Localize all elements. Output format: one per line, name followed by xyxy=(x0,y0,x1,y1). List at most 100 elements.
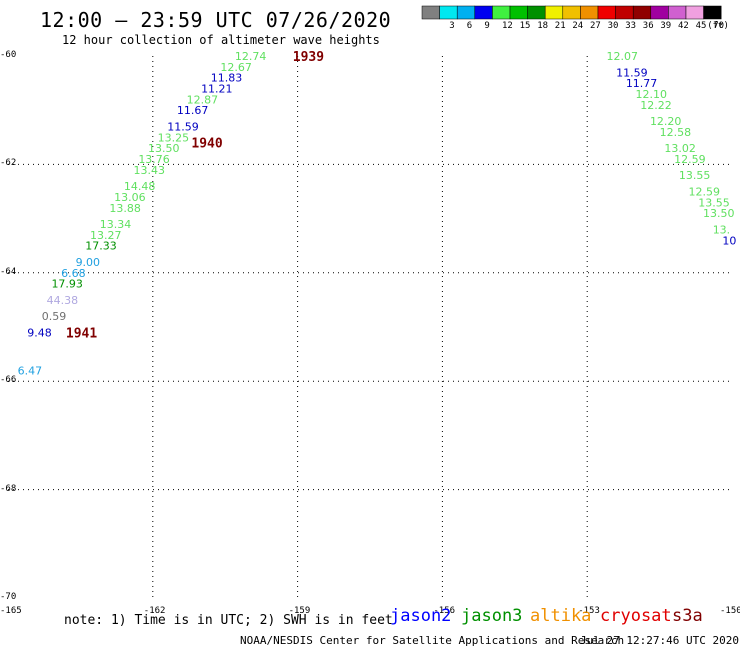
wave-height-label: 12.20 xyxy=(650,115,682,128)
color-scale-label: 21 xyxy=(554,21,566,31)
color-scale-swatch xyxy=(650,5,669,20)
satellite-legend-altika: altika xyxy=(530,606,592,626)
time-label: 1940 xyxy=(191,137,222,152)
color-scale-swatch xyxy=(492,5,511,20)
wave-height-label: 12.59 xyxy=(689,186,721,199)
color-scale-label: 6 xyxy=(466,21,473,31)
color-scale-swatch xyxy=(439,5,458,20)
color-scale-label: 36 xyxy=(642,21,654,31)
longitude-label: -165 xyxy=(0,606,22,616)
latitude-label: -60 xyxy=(0,50,17,60)
wave-height-label: 17.33 xyxy=(85,240,117,253)
color-scale-swatch xyxy=(456,5,476,20)
wave-height-label: 13.02 xyxy=(664,142,696,155)
wave-height-label: 9.00 xyxy=(76,256,101,269)
wave-height-label: 12.87 xyxy=(187,93,219,106)
color-scale-swatch xyxy=(562,5,581,20)
wave-height-label: 11.59 xyxy=(167,120,199,133)
wave-height-label: 13.50 xyxy=(148,142,180,155)
time-label: 1941 xyxy=(66,326,97,341)
wave-height-label: 11.21 xyxy=(201,83,233,96)
wave-height-label: 13.06 xyxy=(114,191,146,204)
wave-height-label: 13.50 xyxy=(703,207,735,220)
latitude-label: -70 xyxy=(0,592,17,602)
color-scale-swatch xyxy=(421,5,440,20)
latitude-label: -62 xyxy=(0,158,17,169)
color-scale-swatch xyxy=(544,5,564,20)
wave-height-label: 12.58 xyxy=(660,126,692,139)
longitude-label: -156 xyxy=(433,606,456,616)
wave-height-label: 6.47 xyxy=(18,364,43,377)
color-scale-label: 27 xyxy=(590,21,601,31)
wave-height-label: 12.10 xyxy=(635,88,667,101)
satellite-legend-s3a: s3a xyxy=(672,606,703,626)
color-scale-swatch xyxy=(474,5,493,20)
longitude-label: -150 xyxy=(720,606,740,616)
latitude-label: -68 xyxy=(0,483,17,494)
color-scale-label: 33 xyxy=(625,21,637,31)
color-scale-label: 12 xyxy=(502,21,513,31)
footer-note: note: 1) Time is in UTC; 2) SWH is in fe… xyxy=(64,613,393,628)
satellite-legend-jason2: jason2 xyxy=(390,606,452,626)
color-scale-swatch xyxy=(703,5,722,20)
longitude-label: -162 xyxy=(143,606,166,616)
wave-height-label: 6.68 xyxy=(61,267,86,280)
page-title: 12:00 – 23:59 UTC 07/26/2020 xyxy=(40,8,392,32)
wave-height-label: 9.48 xyxy=(27,326,52,339)
longitude-label: -159 xyxy=(288,606,311,616)
wave-height-label: 11.77 xyxy=(626,77,658,90)
wave-height-label: 44.38 xyxy=(47,294,79,307)
color-scale-unit: (ft) xyxy=(707,21,729,31)
color-scale-swatch xyxy=(632,5,652,20)
wave-height-label: 12.07 xyxy=(607,50,639,63)
latitude-label: -66 xyxy=(0,375,17,386)
wave-height-label: 11.59 xyxy=(616,66,648,79)
page-subtitle: 12 hour collection of altimeter wave hei… xyxy=(62,33,380,47)
wave-height-label: 13.25 xyxy=(158,131,190,144)
satellite-legend-jason3: jason3 xyxy=(461,606,523,626)
color-scale-label: 15 xyxy=(519,21,531,31)
wave-height-label: 13.27 xyxy=(90,229,122,242)
satellite-legend-cryosat: cryosat xyxy=(600,606,672,626)
color-scale-swatch xyxy=(685,5,704,20)
color-scale-swatch xyxy=(668,5,687,20)
color-scale-label: 39 xyxy=(660,21,672,31)
wave-height-label: 13.55 xyxy=(679,169,711,182)
color-scale-label: 18 xyxy=(537,21,549,31)
wave-height-label: 10 xyxy=(722,234,736,247)
footer-timestamp: Jul 27 12:27:46 UTC 2020 xyxy=(580,634,739,647)
time-label: 1939 xyxy=(293,50,324,65)
color-scale-swatch xyxy=(597,5,616,20)
wave-height-label: 13.34 xyxy=(100,218,132,231)
color-scale-label: 9 xyxy=(484,21,490,31)
wave-height-label: 13.43 xyxy=(133,164,165,177)
color-scale-swatch xyxy=(527,5,546,20)
longitude-label: -153 xyxy=(578,606,600,616)
wave-height-label: 11.67 xyxy=(177,104,209,117)
wave-height-label: 12.74 xyxy=(235,50,267,63)
wave-height-label: 0.59 xyxy=(42,310,67,323)
color-scale-label: 24 xyxy=(572,21,584,31)
wave-height-label: 13. xyxy=(713,223,731,236)
wave-height-label: 12.67 xyxy=(220,61,252,74)
color-scale-label: 42 xyxy=(678,21,689,31)
color-scale-label: 45 xyxy=(695,21,707,31)
wave-height-label: 13.76 xyxy=(138,153,170,166)
color-scale-label: 70 xyxy=(713,21,725,31)
color-scale-swatch xyxy=(615,5,634,20)
footer-credit: NOAA/NESDIS Center for Satellite Applica… xyxy=(240,634,625,647)
wave-height-label: 17.93 xyxy=(51,278,83,291)
color-scale-swatch xyxy=(509,5,528,20)
wave-height-label: 14.48 xyxy=(124,180,156,193)
wave-height-label: 12.22 xyxy=(640,99,672,112)
color-scale-swatch xyxy=(580,5,599,20)
wave-height-label: 13.55 xyxy=(698,196,730,209)
wave-height-label: 11.83 xyxy=(211,72,243,85)
color-scale-label: 3 xyxy=(449,21,455,31)
wave-height-label: 13.88 xyxy=(109,202,141,215)
color-scale-label: 30 xyxy=(607,21,619,31)
latitude-label: -64 xyxy=(0,266,17,277)
wave-height-label: 12.59 xyxy=(674,153,706,166)
